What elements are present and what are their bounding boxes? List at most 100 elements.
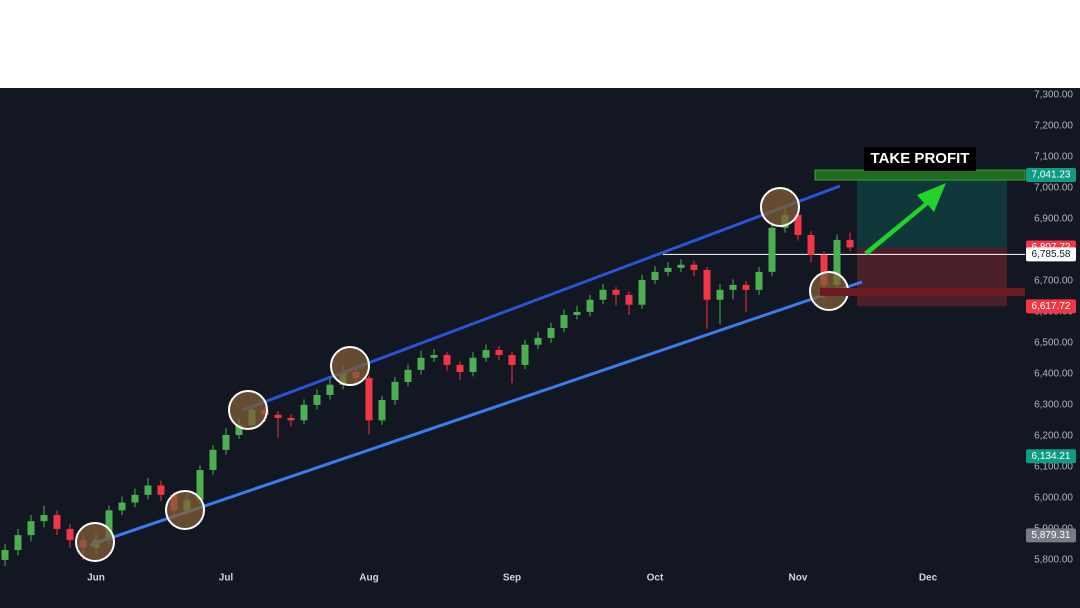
lower-channel-line	[89, 280, 863, 547]
x-tick-label: Jun	[87, 573, 105, 584]
profit-zone	[857, 175, 1007, 248]
candle-body	[417, 357, 425, 370]
candle-body	[443, 354, 451, 365]
candle-body	[14, 535, 22, 551]
candle-body	[144, 485, 152, 495]
candle-body	[807, 234, 815, 255]
x-tick-label: Jul	[219, 573, 234, 584]
candle-body	[729, 284, 737, 290]
y-tick-label: 7,000.00	[1034, 182, 1073, 193]
candle-body	[404, 369, 412, 382]
y-tick-label: 6,900.00	[1034, 213, 1073, 224]
candle-body	[521, 344, 529, 365]
candle-body	[508, 354, 516, 365]
candle-body	[638, 279, 646, 305]
candle-body	[40, 514, 48, 522]
candle-body	[495, 350, 503, 355]
candle-body	[131, 494, 139, 503]
x-tick-label: Dec	[919, 573, 938, 584]
candle-body	[300, 404, 308, 421]
candle-body	[391, 381, 399, 400]
candle-body	[222, 434, 230, 450]
candle-body	[27, 521, 35, 536]
price-marker-label: 6,134.21	[1032, 451, 1071, 462]
price-marker	[1026, 247, 1076, 262]
candle-body	[560, 314, 568, 328]
y-tick-label: 6,000.00	[1034, 493, 1073, 504]
price-marker-label: 5,879.31	[1032, 530, 1071, 541]
candle-body	[482, 350, 490, 358]
position-tool	[663, 169, 1026, 307]
candle-body	[196, 470, 204, 500]
candle-body	[820, 254, 828, 285]
candle-body	[456, 364, 464, 373]
candle-body	[586, 299, 594, 312]
candle-body	[469, 357, 477, 373]
candle-body	[365, 377, 373, 421]
x-tick-label: Oct	[647, 573, 664, 584]
y-tick-label: 6,400.00	[1034, 369, 1073, 380]
candle-body	[53, 514, 61, 529]
candle-body	[547, 328, 555, 338]
stop-bar	[820, 288, 1025, 296]
price-marker	[1026, 299, 1076, 314]
arrow	[864, 183, 946, 255]
y-tick-label: 7,200.00	[1034, 120, 1073, 131]
candle-body	[287, 417, 295, 421]
candle-body	[430, 354, 438, 358]
candle-body	[690, 264, 698, 271]
candle-body	[742, 284, 750, 290]
candle-body	[677, 264, 685, 268]
y-tick-label: 6,200.00	[1034, 431, 1073, 442]
touch-circles	[75, 187, 849, 562]
annotation-box	[864, 147, 976, 171]
candle-body	[209, 449, 217, 471]
candle-body	[833, 239, 841, 285]
candle-body	[794, 214, 802, 235]
annotation: TAKE PROFIT	[871, 150, 970, 167]
touch-circle	[75, 522, 115, 562]
take-profit-bar	[814, 169, 1026, 181]
x-tick-label: Nov	[789, 573, 808, 584]
price-marker	[1026, 168, 1076, 183]
x-tick-label: Sep	[503, 573, 521, 584]
y-tick-label: 6,500.00	[1034, 338, 1073, 349]
axis-labels: 5,800.005,900.006,000.006,100.006,200.00…	[87, 89, 1076, 584]
y-tick-label: 6,100.00	[1034, 462, 1073, 473]
touch-circle	[228, 390, 268, 430]
candle-body	[703, 270, 711, 300]
candle-body	[105, 510, 113, 540]
candle-body	[612, 289, 620, 295]
y-tick-label: 5,800.00	[1034, 555, 1073, 566]
candle-body	[768, 227, 776, 272]
candle-body	[1, 550, 9, 560]
x-tick-label: Aug	[359, 573, 378, 584]
candle-body	[716, 289, 724, 300]
candle-body	[846, 239, 854, 248]
candle-body	[755, 271, 763, 290]
price-marker-label: 6,785.58	[1032, 249, 1071, 260]
loss-zone	[857, 247, 1007, 307]
candle-body	[651, 271, 659, 280]
y-tick-label: 7,100.00	[1034, 151, 1073, 162]
candle-body	[534, 337, 542, 345]
candle-body	[274, 414, 282, 418]
price-marker-label: 7,041.23	[1032, 170, 1071, 181]
candle-body	[157, 485, 165, 495]
price-marker	[1026, 449, 1076, 464]
y-tick-label: 6,700.00	[1034, 276, 1073, 287]
candle-body	[326, 384, 334, 395]
candle-body	[378, 399, 386, 421]
candle-body	[625, 294, 633, 305]
candle-body	[313, 394, 321, 405]
candle-body	[599, 289, 607, 300]
y-tick-label: 6,300.00	[1034, 400, 1073, 411]
y-tick-label: 7,300.00	[1034, 89, 1073, 100]
touch-circle	[330, 346, 370, 386]
candle-body	[573, 311, 581, 315]
candle-body	[664, 267, 672, 272]
candle-body	[235, 425, 243, 435]
touch-circle	[760, 187, 800, 227]
